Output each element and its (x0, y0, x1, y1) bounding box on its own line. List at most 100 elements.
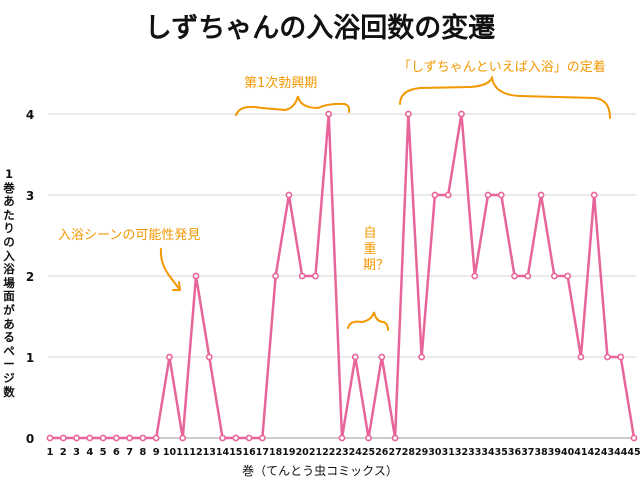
data-point (524, 272, 532, 280)
data-point (86, 434, 94, 442)
arrow-head-discovery (172, 281, 182, 291)
data-point (73, 434, 80, 442)
data-point (338, 434, 346, 442)
data-point (444, 191, 452, 199)
x-tick-label: 18 (269, 447, 283, 458)
x-tick-label: 37 (521, 447, 534, 458)
annotation-restraint: 自重期？ (363, 226, 390, 273)
y-tick-label: 0 (26, 432, 34, 446)
data-point (112, 434, 120, 442)
x-tick-label: 9 (153, 447, 160, 458)
x-tick-label: 39 (548, 447, 561, 458)
data-point (245, 434, 253, 442)
y-tick-label: 2 (26, 270, 34, 284)
annotation-discovery: 入浴シーンの可能性発見 (58, 228, 201, 243)
x-tick-label: 40 (561, 447, 575, 458)
brace-restraint (347, 311, 389, 331)
y-tick-label: 4 (26, 108, 34, 122)
x-tick-label: 44 (614, 447, 628, 458)
data-point (325, 110, 333, 118)
y-tick-label: 3 (26, 189, 34, 203)
x-tick-label: 15 (229, 447, 242, 458)
data-point (139, 434, 147, 442)
data-point (152, 434, 160, 442)
y-axis-label: 1巻あたりの入浴場面があるページ数 (3, 167, 15, 399)
x-tick-label: 19 (282, 447, 295, 458)
data-point (192, 272, 200, 280)
x-tick-label: 27 (388, 447, 401, 458)
x-tick-label: 43 (601, 447, 614, 458)
x-tick-label: 2 (60, 447, 67, 458)
data-point (298, 272, 306, 280)
x-tick-label: 31 (442, 447, 455, 458)
x-tick-label: 8 (139, 447, 146, 458)
x-tick-label: 41 (574, 447, 587, 458)
x-tick-label: 17 (256, 447, 269, 458)
data-point (617, 353, 625, 361)
x-tick-label: 32 (455, 447, 468, 458)
x-tick-label: 26 (375, 447, 389, 458)
data-point (46, 434, 54, 442)
data-point (205, 353, 213, 361)
x-tick-label: 5 (100, 447, 107, 458)
x-tick-label: 33 (468, 447, 481, 458)
x-tick-label: 29 (415, 447, 428, 458)
x-tick-label: 13 (203, 447, 216, 458)
x-tick-label: 35 (495, 447, 508, 458)
data-point (564, 272, 572, 280)
annotation-established: 「しずちゃんといえば入浴」の定着 (398, 60, 606, 75)
x-tick-label: 6 (113, 447, 120, 458)
data-point (537, 191, 545, 199)
x-tick-label: 21 (309, 447, 322, 458)
data-point (285, 191, 293, 199)
data-point (630, 434, 638, 442)
data-point (351, 353, 359, 361)
x-tick-label: 34 (481, 447, 495, 458)
x-tick-label: 14 (216, 447, 230, 458)
brace-first-rise (235, 95, 351, 116)
x-tick-label: 11 (176, 447, 189, 458)
data-point (232, 434, 240, 442)
data-point (577, 353, 585, 361)
x-tick-label: 1 (47, 447, 54, 458)
x-tick-label: 16 (242, 447, 256, 458)
data-point (471, 272, 479, 280)
data-point (511, 272, 518, 280)
data-point (550, 272, 558, 280)
x-tick-label: 24 (349, 447, 363, 458)
x-tick-label: 20 (296, 447, 310, 458)
data-point (604, 353, 611, 361)
data-point (391, 434, 399, 442)
x-tick-label: 36 (508, 447, 522, 458)
annotation-first-rise: 第1次勃興期 (244, 76, 318, 91)
data-point (312, 272, 319, 280)
data-point (404, 110, 412, 118)
x-tick-label: 7 (126, 447, 133, 458)
x-tick-label: 38 (534, 447, 548, 458)
data-point (219, 434, 226, 442)
data-point (59, 434, 67, 442)
data-point (378, 353, 386, 361)
x-tick-label: 3 (73, 447, 80, 458)
data-point (431, 191, 439, 199)
x-tick-label: 22 (322, 447, 335, 458)
data-point (166, 353, 173, 361)
x-tick-label: 12 (189, 447, 202, 458)
x-axis-label: 巻（てんとう虫コミックス） (242, 464, 398, 478)
x-tick-label: 25 (362, 447, 375, 458)
data-point (590, 191, 598, 199)
data-point (272, 272, 280, 280)
x-tick-label: 10 (163, 447, 177, 458)
brace-established (399, 74, 611, 119)
data-point (458, 110, 465, 118)
data-point (258, 434, 266, 442)
data-point (497, 191, 505, 199)
arrow-discovery (159, 248, 181, 291)
data-point (365, 434, 372, 442)
x-tick-label: 23 (335, 447, 348, 458)
x-tick-label: 28 (402, 447, 416, 458)
data-point (418, 353, 426, 361)
x-tick-label: 42 (588, 447, 601, 458)
